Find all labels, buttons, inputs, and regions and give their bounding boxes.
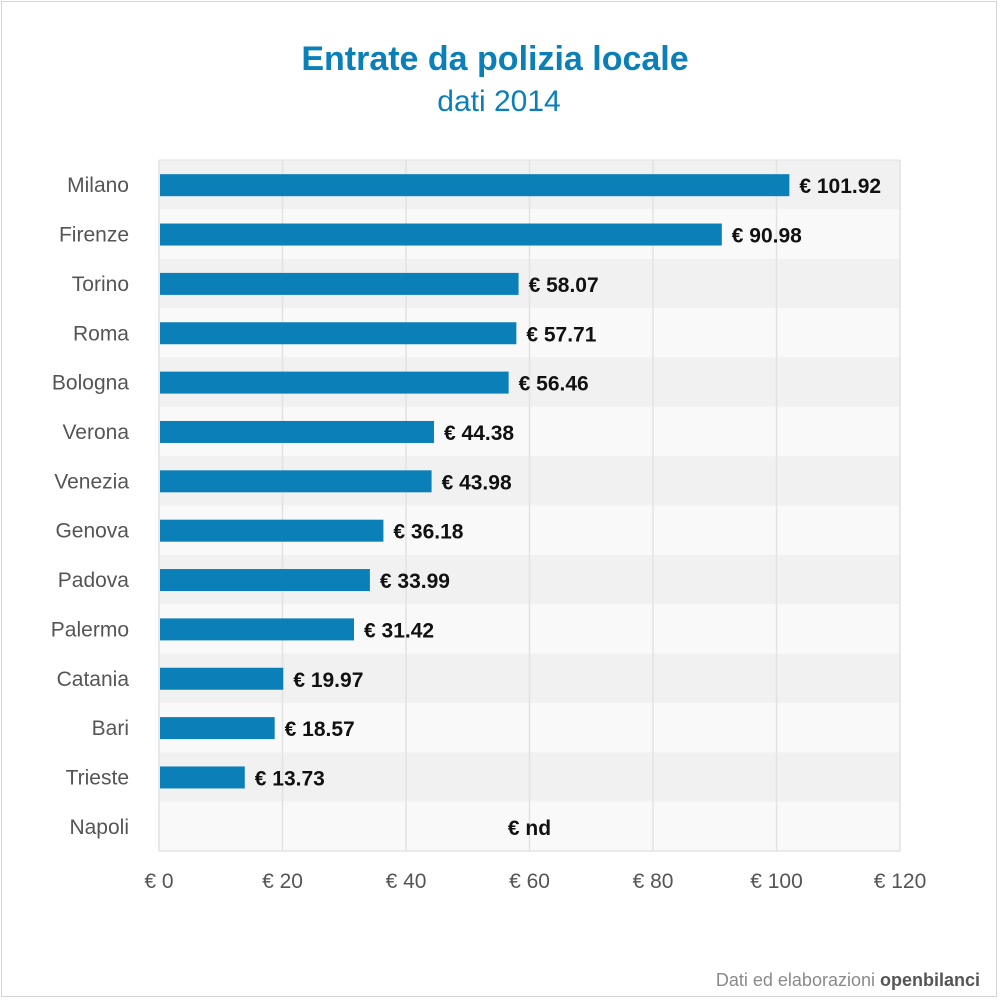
value-label: € 36.18: [393, 521, 463, 544]
source-credit: Dati ed elaborazioni openbilanci: [716, 970, 980, 991]
value-label: € 13.73: [255, 767, 325, 790]
bar: [160, 322, 517, 345]
x-tick-label: € 80: [633, 870, 674, 893]
x-tick-label: € 60: [509, 870, 550, 893]
bar: [160, 766, 245, 789]
category-label: Catania: [57, 668, 130, 691]
bar: [160, 174, 790, 197]
bar: [160, 717, 275, 740]
value-label: € 43.98: [442, 471, 512, 494]
category-label: Palermo: [51, 618, 129, 641]
bar: [160, 519, 384, 542]
value-label: € nd: [508, 817, 551, 840]
value-label: € 33.99: [380, 570, 450, 593]
value-label: € 56.46: [519, 373, 589, 396]
x-tick-label: € 0: [144, 870, 173, 893]
bar: [160, 667, 284, 690]
bars-group: [160, 174, 790, 789]
x-axis-tick-labels: € 0 € 20 € 40 € 60 € 80 € 100 € 120: [144, 870, 926, 893]
value-label: € 19.97: [293, 669, 363, 692]
category-label: Padova: [58, 569, 130, 592]
category-label: Firenze: [59, 224, 129, 247]
value-label: € 90.98: [732, 225, 802, 248]
x-tick-label: € 40: [386, 870, 427, 893]
chart-title: Entrate da polizia locale: [301, 40, 688, 78]
x-tick-label: € 120: [874, 870, 927, 893]
category-label: Verona: [62, 421, 129, 444]
category-label: Roma: [73, 322, 129, 345]
bar: [160, 223, 722, 246]
chart-subtitle: dati 2014: [437, 85, 560, 118]
value-label: € 31.42: [364, 619, 434, 642]
bar: [160, 272, 519, 295]
category-label: Milano: [67, 174, 129, 197]
category-label: Venezia: [54, 470, 129, 493]
value-label: € 44.38: [444, 422, 514, 445]
value-label: € 58.07: [529, 274, 599, 297]
category-label: Torino: [72, 273, 129, 296]
category-labels-group: Milano Firenze Torino Roma Bologna Verona Vene…: [51, 174, 130, 839]
bar: [160, 420, 435, 443]
bar: [160, 470, 432, 493]
value-label: € 57.71: [526, 323, 596, 346]
category-label: Bologna: [52, 372, 129, 395]
category-label: Bari: [92, 717, 129, 740]
x-tick-label: € 100: [750, 870, 803, 893]
credit-brand: openbilanci: [879, 970, 980, 990]
category-label: Napoli: [69, 816, 129, 839]
category-label: Trieste: [66, 766, 129, 789]
bar: [160, 371, 509, 394]
category-label: Genova: [55, 520, 129, 543]
credit-prefix: Dati ed elaborazioni: [715, 970, 880, 990]
x-tick-label: € 20: [262, 870, 303, 893]
bar: [160, 618, 355, 641]
value-label: € 101.92: [799, 175, 881, 198]
bar: [160, 569, 370, 592]
value-labels-group: € 101.92 € 90.98 € 58.07 € 57.71 € 56.46 € 44…: [255, 175, 881, 840]
value-label: € 18.57: [285, 718, 355, 741]
